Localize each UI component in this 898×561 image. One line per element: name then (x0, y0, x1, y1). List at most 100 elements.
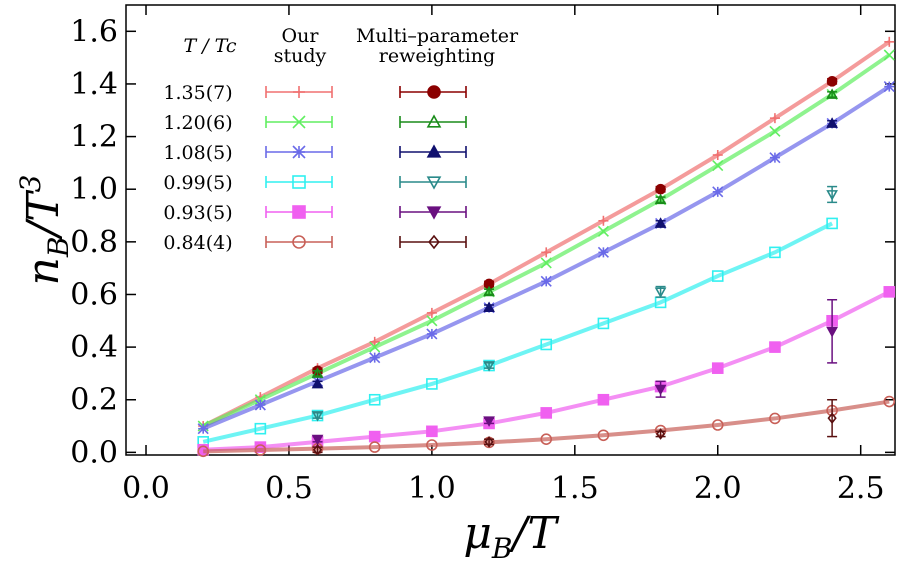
marker-part (826, 88, 838, 99)
marker (654, 384, 667, 396)
y-tick-label: 1.2 (70, 120, 118, 155)
marker-part (597, 429, 610, 442)
legend-label: 0.99(5) (163, 172, 232, 194)
marker (540, 275, 552, 287)
marker (712, 186, 724, 198)
marker (769, 152, 781, 164)
marker (711, 270, 724, 282)
marker (826, 217, 838, 230)
marker-part (826, 117, 838, 128)
marker-part (483, 361, 495, 372)
marker (769, 113, 780, 124)
marker-part (540, 433, 553, 446)
y-label-rest: /T (18, 189, 69, 241)
marker (883, 286, 896, 298)
marker (826, 88, 838, 99)
marker-part (826, 190, 838, 201)
marker-part (426, 114, 442, 128)
y-label-sub: B (42, 237, 75, 259)
marker-part (769, 341, 781, 353)
marker-part (711, 270, 724, 282)
legend-label: 1.35(7) (163, 82, 232, 104)
marker-part (426, 206, 442, 220)
plot-frame (125, 4, 896, 456)
marker (654, 287, 667, 298)
y-label-base: n (18, 257, 69, 285)
marker (769, 412, 781, 425)
marker-part (826, 326, 838, 338)
marker (597, 429, 610, 442)
marker (292, 115, 306, 129)
x-label-base: μ (463, 508, 492, 559)
x-axis-label: μB/T (463, 508, 560, 561)
y-tick-label: 0.2 (70, 383, 118, 418)
marker-part (311, 367, 324, 378)
marker (597, 246, 609, 258)
marker-part (654, 287, 667, 298)
marker-part (655, 183, 666, 195)
marker (426, 439, 438, 451)
marker (712, 150, 723, 160)
y-tick-label: 0.4 (70, 330, 118, 365)
marker-part (368, 393, 381, 406)
marker (540, 257, 552, 269)
marker (883, 395, 896, 408)
marker-part (427, 85, 441, 99)
marker-part (540, 257, 552, 269)
marker (368, 430, 381, 443)
marker-part (311, 411, 324, 422)
marker (426, 206, 442, 220)
x-tick-label: 1.5 (551, 471, 599, 506)
marker-part (655, 428, 666, 440)
legend-title: T / Tc (184, 35, 237, 57)
y-axis-label: nB/T3 (14, 175, 75, 286)
marker-part (292, 175, 306, 189)
x-tick-label: 1.0 (408, 471, 456, 506)
marker-part (254, 394, 266, 406)
y-tick-label: 1.6 (70, 14, 118, 49)
marker-part (254, 422, 267, 435)
marker (426, 307, 437, 318)
marker-part (312, 443, 323, 456)
marker-part (826, 217, 838, 230)
series-line (202, 221, 834, 444)
marker (540, 338, 553, 351)
marker (540, 433, 553, 446)
marker (883, 49, 895, 61)
marker (483, 301, 495, 313)
marker (311, 434, 324, 446)
marker-part (426, 144, 442, 158)
marker (483, 416, 495, 427)
marker-part (711, 362, 724, 374)
legend-label: 0.84(4) (163, 232, 232, 254)
marker (712, 159, 724, 172)
x-tick-label: 0.0 (122, 471, 170, 506)
marker (827, 412, 837, 424)
marker (426, 425, 438, 438)
marker-part (484, 436, 494, 448)
marker-part (883, 286, 896, 298)
marker (711, 362, 724, 374)
marker (311, 377, 324, 389)
marker-part (769, 246, 781, 259)
legend-header: Multi–parameter (356, 25, 519, 47)
marker-part (711, 419, 724, 431)
marker (254, 422, 267, 435)
marker-part (483, 301, 495, 313)
marker (369, 341, 381, 353)
marker (598, 215, 609, 226)
legend-header: reweighting (379, 45, 495, 67)
marker-part (597, 393, 610, 406)
y-tick-label: 1.4 (70, 67, 118, 102)
marker (597, 393, 610, 406)
marker (292, 175, 306, 189)
marker-part (428, 234, 440, 250)
marker (368, 393, 381, 406)
x-tick-label: 0.5 (265, 471, 313, 506)
marker (711, 419, 724, 431)
marker (884, 36, 895, 47)
marker-part (540, 407, 553, 419)
marker-part (426, 439, 438, 451)
marker (883, 81, 895, 93)
legend-label: 1.20(6) (163, 112, 232, 134)
